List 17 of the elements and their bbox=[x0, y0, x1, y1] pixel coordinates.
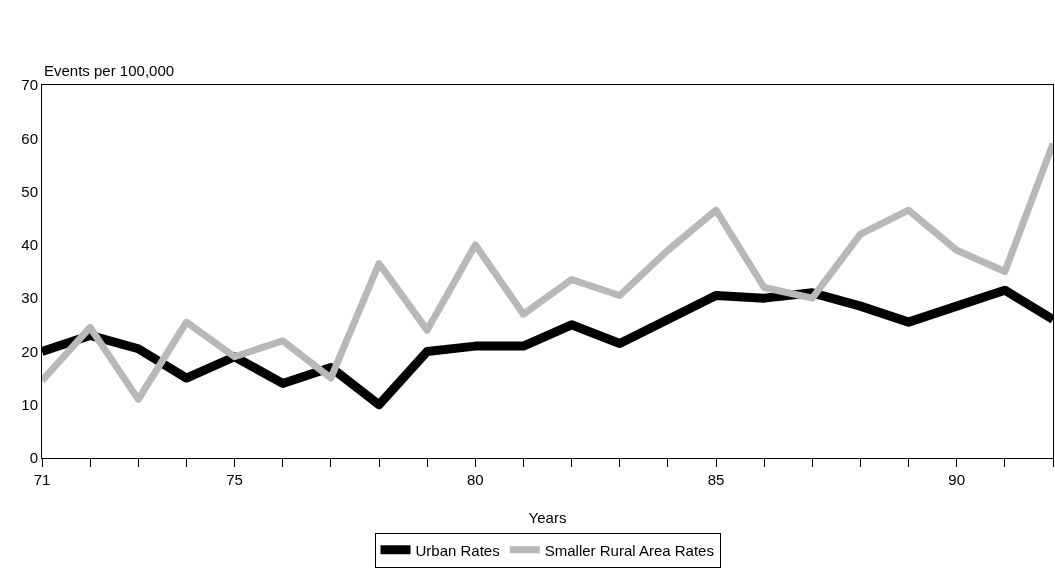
y-tick-label: 0 bbox=[29, 449, 38, 467]
y-tick-label: 70 bbox=[21, 76, 38, 94]
y-tick-label: 60 bbox=[21, 129, 38, 147]
y-tick-label: 40 bbox=[21, 236, 38, 254]
x-tick-label: 90 bbox=[948, 471, 966, 488]
x-tick-label: 75 bbox=[226, 471, 243, 488]
x-tick-label: 71 bbox=[33, 471, 51, 488]
legend-label: Urban Rates bbox=[415, 541, 500, 559]
y-tick-label: 20 bbox=[21, 342, 38, 360]
y-tick-label: 30 bbox=[21, 289, 38, 307]
legend-label: Smaller Rural Area Rates bbox=[544, 541, 714, 559]
y-axis-title: Events per 100,000 bbox=[44, 62, 175, 79]
y-tick-label: 50 bbox=[21, 182, 38, 200]
x-tick-label: 85 bbox=[707, 471, 725, 488]
x-axis-title: Years bbox=[528, 509, 567, 526]
y-tick-label: 10 bbox=[21, 395, 38, 413]
x-tick-label: 80 bbox=[466, 471, 484, 488]
